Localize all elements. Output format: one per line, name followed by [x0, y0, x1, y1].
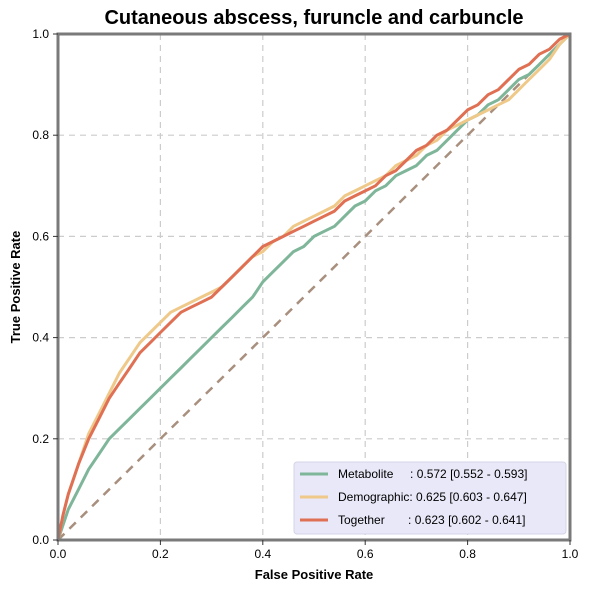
y-axis-ticks: 0.0 0.2 0.4 0.6 0.8 1.0: [32, 27, 58, 547]
series-line-together: [56, 32, 572, 542]
reference-line: [57, 33, 571, 541]
legend-box: [293, 461, 567, 535]
y-tick-label: 1.0: [32, 27, 49, 41]
series-line-demographic: [56, 32, 572, 542]
x-axis-label: False Positive Rate: [255, 567, 374, 582]
plot-frame: [56, 32, 572, 542]
x-tick-label: 0.8: [459, 547, 476, 561]
y-tick-label: 0.2: [32, 432, 49, 446]
x-tick-label: 0.6: [357, 547, 374, 561]
y-tick-label: 0.4: [32, 331, 49, 345]
legend-label-metabolite: Metabolite : 0.572 [0.552 - 0.593]: [338, 467, 527, 481]
series-line-metabolite: [56, 32, 572, 542]
y-tick-label: 0.8: [32, 128, 49, 142]
x-tick-label: 0.2: [152, 547, 169, 561]
x-axis-ticks: 0.0 0.2 0.4 0.6 0.8 1.0: [50, 540, 579, 561]
x-tick-label: 0.4: [254, 547, 271, 561]
series-layer: [56, 32, 572, 542]
y-tick-label: 0.0: [32, 533, 49, 547]
x-tick-label: 0.0: [50, 547, 67, 561]
y-axis-label: True Positive Rate: [8, 231, 23, 344]
legend: Metabolite : 0.572 [0.552 - 0.593] Demogr…: [293, 461, 567, 535]
legend-label-demographic: Demographic: 0.625 [0.603 - 0.647]: [338, 490, 527, 504]
legend-label-together: Together : 0.623 [0.602 - 0.641]: [338, 513, 525, 527]
y-tick-label: 0.6: [32, 229, 49, 243]
reference-diagonal: [57, 33, 571, 541]
x-tick-label: 1.0: [562, 547, 579, 561]
chart-title: Cutaneous abscess, furuncle and carbuncl…: [104, 7, 523, 29]
